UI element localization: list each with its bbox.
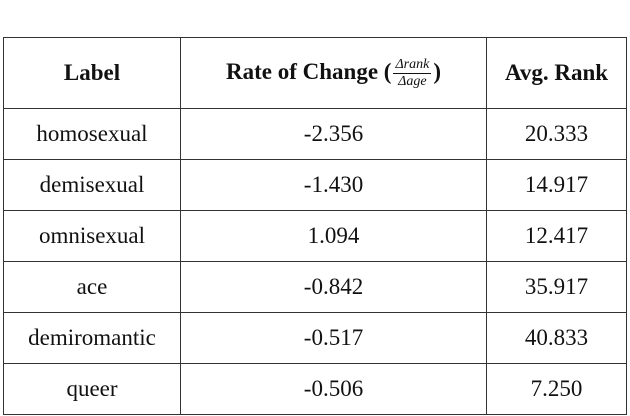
table-row: queer -0.506 7.250 <box>3 363 627 415</box>
header-cell: Rate of Change (Δrank Δage) <box>180 37 487 109</box>
results-table: Label Rate of Change (Δrank Δage) Avg. Ra… <box>3 37 627 415</box>
numerator: Δrank <box>393 56 432 74</box>
denominator: Δage <box>398 73 427 89</box>
rate-cell: -0.506 <box>180 363 487 415</box>
fraction: Δrank Δage <box>393 56 432 90</box>
rank-cell: 20.333 <box>486 108 627 160</box>
rank-cell: 7.250 <box>486 363 627 415</box>
header-label: Avg. Rank <box>504 60 609 85</box>
header-label: Label <box>63 60 121 85</box>
rank-cell: 12.417 <box>486 210 627 262</box>
table-row: demisexual -1.430 14.917 <box>3 159 627 211</box>
rate-cell: -0.842 <box>180 261 487 313</box>
rank-cell: 14.917 <box>486 159 627 211</box>
header-text: ) <box>433 58 441 84</box>
rate-cell: 1.094 <box>180 210 487 262</box>
label-cell: demisexual <box>3 159 181 211</box>
table-row: homosexual -2.356 20.333 <box>3 108 627 160</box>
rank-cell: 40.833 <box>486 312 627 364</box>
table-row: ace -0.842 35.917 <box>3 261 627 313</box>
label-cell: ace <box>3 261 181 313</box>
rank-cell: 35.917 <box>486 261 627 313</box>
header-row: Label Rate of Change (Δrank Δage) Avg. Ra… <box>3 37 627 109</box>
label-cell: demiromantic <box>3 312 181 364</box>
header-cell: Label <box>3 37 181 109</box>
header-cell: Avg. Rank <box>486 37 627 109</box>
table-row: omnisexual 1.094 12.417 <box>3 210 627 262</box>
rate-cell: -0.517 <box>180 312 487 364</box>
header-text: Rate of Change ( <box>225 58 392 84</box>
label-cell: omnisexual <box>3 210 181 262</box>
rate-cell: -1.430 <box>180 159 487 211</box>
rate-cell: -2.356 <box>180 108 487 160</box>
table-header: Label Rate of Change (Δrank Δage) Avg. Ra… <box>3 37 627 109</box>
label-cell: queer <box>3 363 181 415</box>
table-body: homosexual -2.356 20.333 demisexual -1.430 14… <box>3 108 627 415</box>
table-row: demiromantic -0.517 40.833 <box>3 312 627 364</box>
label-cell: homosexual <box>3 108 181 160</box>
